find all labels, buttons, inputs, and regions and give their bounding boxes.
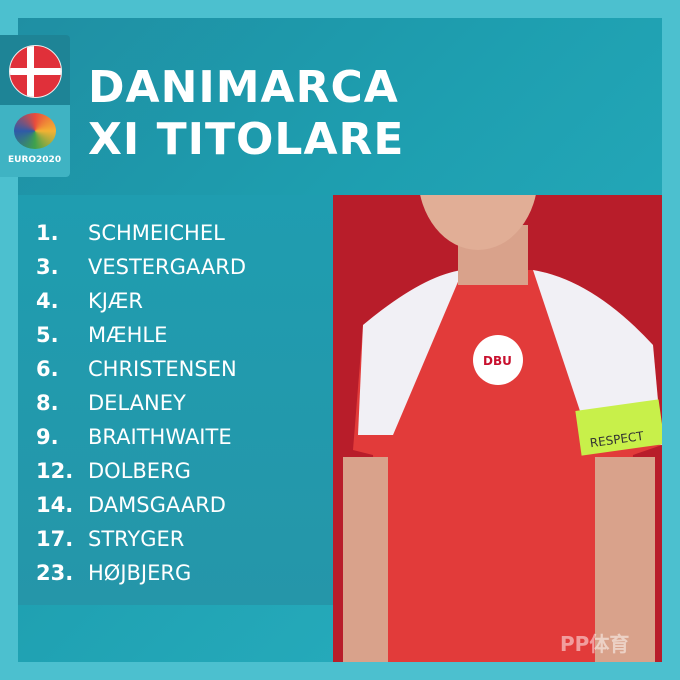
player-row: 14. DAMSGAARD bbox=[36, 488, 246, 522]
player-number: 8. bbox=[36, 391, 59, 415]
denmark-flag-icon bbox=[9, 45, 62, 98]
player-number: 17. bbox=[36, 527, 74, 551]
player-row: 9. BRAITHWAITE bbox=[36, 420, 246, 454]
euro2020-logo-icon bbox=[14, 113, 56, 149]
euro2020-logo-text: EURO2020 bbox=[8, 155, 62, 165]
player-row: 6. CHRISTENSEN bbox=[36, 352, 246, 386]
player-number: 3. bbox=[36, 255, 59, 279]
player-name: KJÆR bbox=[88, 289, 144, 313]
player-row: 5. MÆHLE bbox=[36, 318, 246, 352]
armband-icon bbox=[575, 399, 662, 456]
player-photo: RESPECT DBU bbox=[333, 195, 662, 662]
player-row: 1. SCHMEICHEL bbox=[36, 216, 246, 250]
player-name: HØJBJERG bbox=[88, 561, 192, 585]
list-panel bbox=[18, 195, 333, 605]
player-row: 4. KJÆR bbox=[36, 284, 246, 318]
player-row: 17. STRYGER bbox=[36, 522, 246, 556]
player-number: 6. bbox=[36, 357, 59, 381]
crest-text: DBU bbox=[483, 354, 512, 368]
player-number: 4. bbox=[36, 289, 59, 313]
player-number: 9. bbox=[36, 425, 59, 449]
player-number: 14. bbox=[36, 493, 74, 517]
page-title: DANIMARCA XI TITOLARE bbox=[88, 62, 404, 166]
player-row: 12. DOLBERG bbox=[36, 454, 246, 488]
player-name: BRAITHWAITE bbox=[88, 425, 232, 449]
player-name: DELANEY bbox=[88, 391, 186, 415]
player-number: 1. bbox=[36, 221, 59, 245]
badge-box: EURO2020 bbox=[0, 35, 70, 177]
watermark: PP体育 bbox=[560, 632, 630, 656]
player-name: DAMSGAARD bbox=[88, 493, 226, 517]
player-number: 12. bbox=[36, 459, 74, 483]
player-name: SCHMEICHEL bbox=[88, 221, 225, 245]
player-row: 8. DELANEY bbox=[36, 386, 246, 420]
lineup-list: 1. SCHMEICHEL 3. VESTERGAARD 4. KJÆR 5. MÆHLE 6.… bbox=[36, 216, 246, 590]
player-row: 23. HØJBJERG bbox=[36, 556, 246, 590]
dbu-crest-icon bbox=[473, 335, 523, 385]
player-name: DOLBERG bbox=[88, 459, 191, 483]
player-row: 3. VESTERGAARD bbox=[36, 250, 246, 284]
player-name: MÆHLE bbox=[88, 323, 168, 347]
title-line-2: XI TITOLARE bbox=[88, 114, 405, 165]
player-name: STRYGER bbox=[88, 527, 185, 551]
title-line-1: DANIMARCA bbox=[88, 62, 399, 113]
head bbox=[420, 195, 536, 250]
player-name: CHRISTENSEN bbox=[88, 357, 237, 381]
sleeve bbox=[533, 270, 662, 445]
player-name: VESTERGAARD bbox=[88, 255, 247, 279]
player-number: 5. bbox=[36, 323, 59, 347]
player-number: 23. bbox=[36, 561, 74, 585]
